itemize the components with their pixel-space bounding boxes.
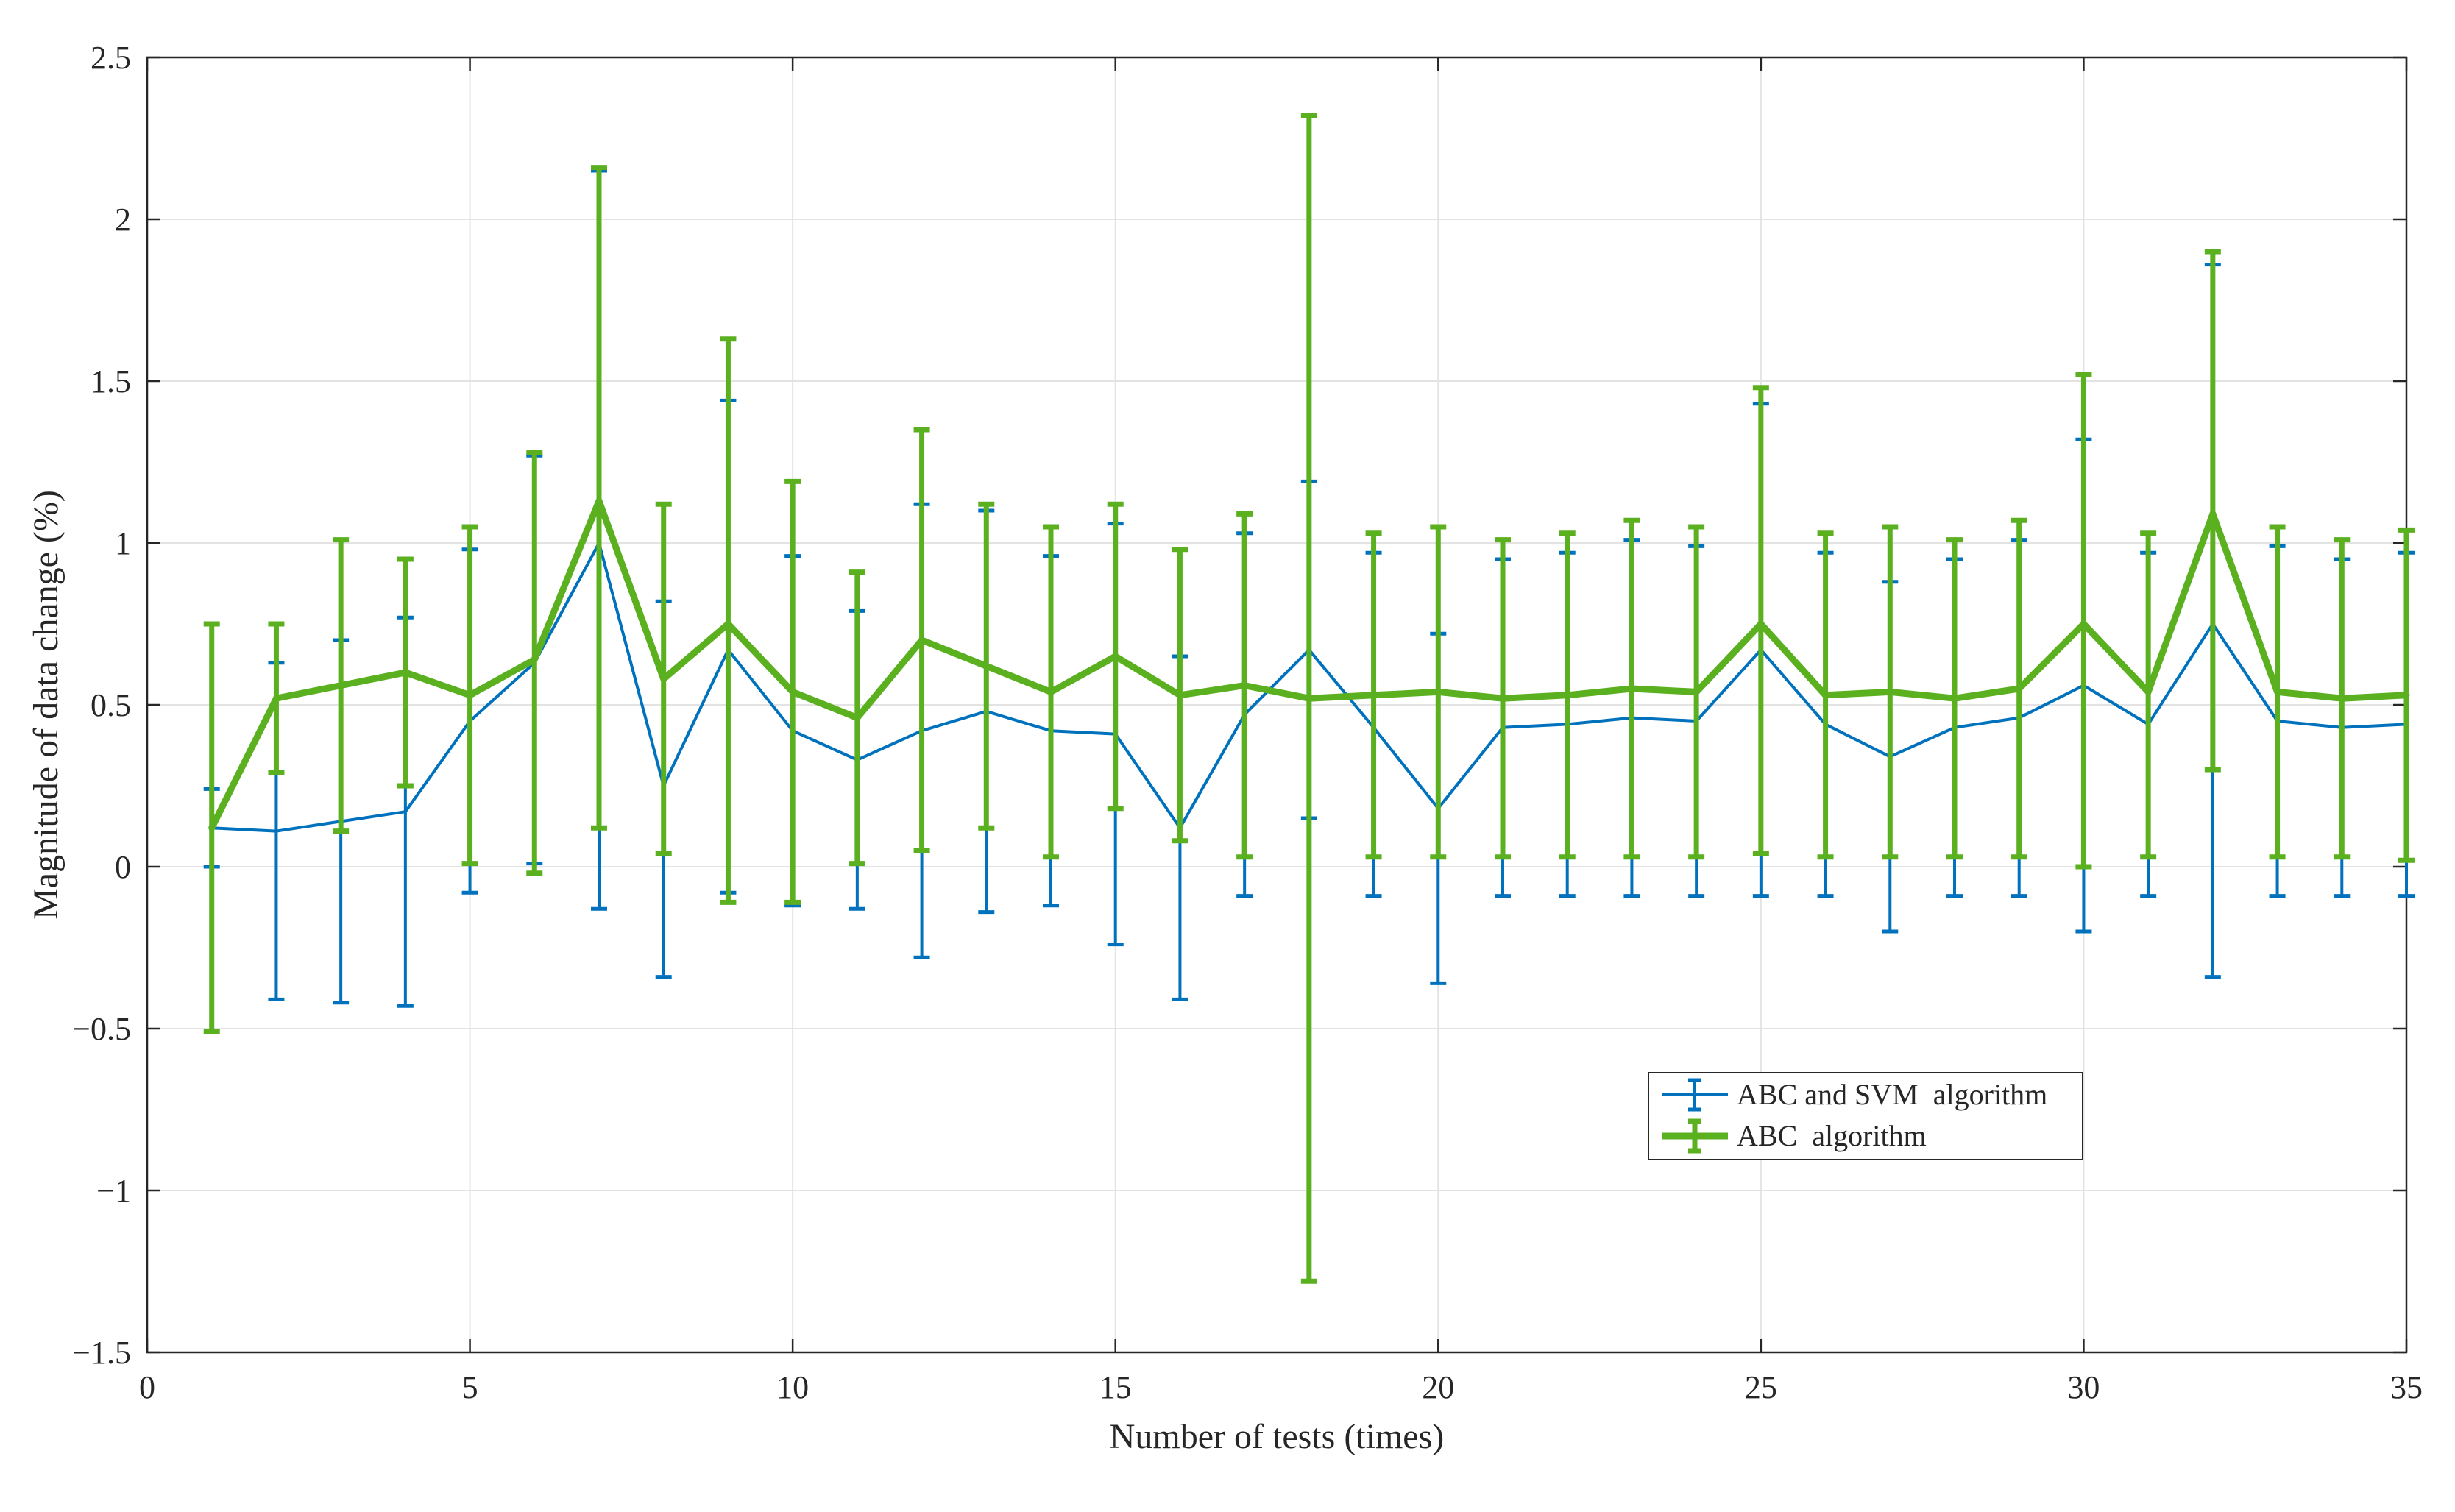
data-point [1176,692,1183,699]
data-point [1757,620,1765,628]
data-point [1370,692,1378,699]
data-point [1241,682,1248,689]
data-series [203,113,2415,1284]
data-point [660,675,667,683]
data-point [1693,688,1700,695]
x-tick-label: 0 [139,1369,155,1405]
y-tick-label: 1.5 [91,363,131,400]
data-point [402,669,409,676]
x-tick-label: 35 [2390,1369,2423,1405]
x-tick-label: 25 [1745,1369,1777,1405]
data-point [1434,688,1442,695]
x-tick-label: 20 [1422,1369,1454,1405]
data-point [1886,688,1893,695]
x-tick-label: 15 [1099,1369,1132,1405]
data-point [1951,695,1958,702]
data-point [2274,688,2281,695]
legend-label-abc: ABC algorithm [1737,1119,1927,1152]
data-point [2403,692,2410,699]
data-point [1564,692,1571,699]
data-point [789,688,796,695]
data-point [467,692,474,699]
data-point [1047,688,1055,695]
data-point [918,636,926,644]
data-point [1306,695,1313,702]
y-tick-label: −1.5 [72,1335,131,1371]
data-point [1628,685,1635,692]
data-point [595,497,603,505]
axis-ticks: 0 5 10 15 20 25 30 35 −1.5 −1 −0.5 0 0.5 1 1.5 2 2.5 [72,40,2423,1405]
y-tick-label: 2 [115,202,131,238]
y-tick-label: 2.5 [91,40,131,76]
y-tick-label: 1 [115,525,131,561]
legend-entry-abc: ABC algorithm [1662,1118,1927,1154]
y-axis-title: Magnitude of data change (%) [26,490,65,920]
data-point [2080,620,2087,628]
y-tick-label: −1 [96,1173,131,1209]
data-point [1112,653,1119,660]
y-tick-label: 0 [115,849,131,885]
data-point [337,682,344,689]
data-point [854,714,861,722]
data-point [208,824,216,831]
data-point [272,695,280,702]
legend-entry-abc-svm: ABC and SVM algorithm [1662,1078,2047,1112]
y-tick-label: 0.5 [91,687,131,723]
data-point [403,810,407,814]
x-tick-label: 30 [2067,1369,2100,1405]
legend-box [1648,1072,2083,1160]
x-tick-label: 5 [462,1369,478,1405]
data-point [1499,695,1506,702]
x-tick-label: 10 [776,1369,809,1405]
data-point [724,620,731,628]
legend: ABC and SVM algorithm ABC algorithm [1648,1072,2083,1160]
data-point [2209,510,2217,517]
x-axis-title: Number of tests (times) [1110,1417,1445,1456]
data-point [2144,688,2152,695]
data-point [531,656,538,663]
data-point [2338,695,2345,702]
data-point [982,662,990,670]
series-abc [203,113,2415,1284]
data-point [2016,685,2023,692]
legend-label-abc-svm: ABC and SVM algorithm [1737,1078,2047,1111]
y-tick-label: −0.5 [72,1011,131,1047]
data-point [1822,692,1829,699]
data-point [274,829,278,833]
